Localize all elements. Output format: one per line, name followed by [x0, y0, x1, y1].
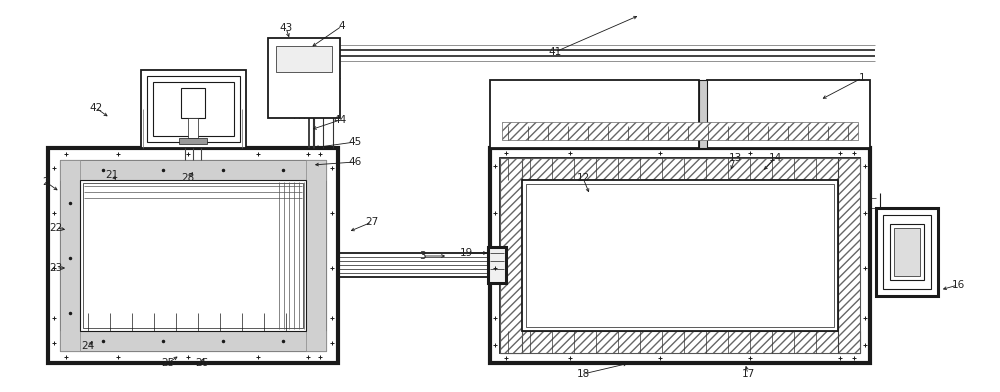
Bar	[883, 215, 931, 289]
Bar	[80, 180, 306, 331]
Text: 14: 14	[768, 153, 782, 163]
Bar	[838, 158, 860, 353]
Text: 25: 25	[161, 358, 175, 368]
Bar	[48, 148, 338, 363]
Bar	[490, 148, 870, 363]
Text: 2: 2	[43, 177, 49, 187]
Bar	[147, 76, 240, 142]
Bar	[500, 158, 860, 180]
Bar	[83, 183, 303, 328]
Text: 26: 26	[195, 358, 209, 368]
Bar	[276, 46, 332, 72]
Bar	[500, 331, 860, 353]
Bar	[60, 160, 326, 180]
Bar	[181, 88, 205, 118]
Text: 41: 41	[548, 47, 562, 57]
Bar	[188, 118, 198, 138]
Bar	[502, 122, 858, 140]
Bar	[60, 160, 80, 351]
Text: 44: 44	[333, 115, 347, 125]
Bar	[490, 80, 699, 148]
Bar	[488, 247, 506, 283]
Bar	[60, 331, 326, 351]
Text: 23: 23	[49, 263, 63, 273]
Text: 13: 13	[728, 153, 742, 163]
Text: 24: 24	[81, 341, 95, 351]
Text: 3: 3	[419, 251, 425, 261]
Bar	[699, 80, 707, 148]
Text: 45: 45	[348, 137, 362, 147]
Bar	[500, 158, 860, 353]
Bar	[890, 224, 924, 280]
Text: 22: 22	[49, 223, 63, 233]
Bar	[707, 80, 870, 148]
Text: 12: 12	[576, 173, 590, 183]
Bar	[500, 158, 522, 353]
Text: 17: 17	[741, 369, 755, 379]
Text: 43: 43	[279, 23, 293, 33]
Bar	[876, 208, 938, 296]
Bar	[60, 160, 326, 351]
Bar	[179, 138, 207, 144]
Bar	[500, 158, 522, 353]
Text: 28: 28	[181, 173, 195, 183]
Text: 42: 42	[89, 103, 103, 113]
Bar	[526, 184, 834, 327]
Text: 27: 27	[365, 217, 379, 227]
Text: 1: 1	[859, 73, 865, 83]
Text: 46: 46	[348, 157, 362, 167]
Bar	[306, 160, 326, 351]
Bar	[268, 38, 340, 118]
Bar	[141, 70, 246, 148]
Bar	[522, 180, 838, 331]
Text: 19: 19	[459, 248, 473, 258]
Bar	[838, 158, 860, 353]
Text: 16: 16	[951, 280, 965, 290]
Bar	[500, 158, 860, 180]
Bar	[894, 228, 920, 276]
Bar	[153, 82, 234, 136]
Text: 21: 21	[105, 170, 119, 180]
Bar	[500, 331, 860, 353]
Text: 4: 4	[339, 21, 345, 31]
Text: 18: 18	[576, 369, 590, 379]
